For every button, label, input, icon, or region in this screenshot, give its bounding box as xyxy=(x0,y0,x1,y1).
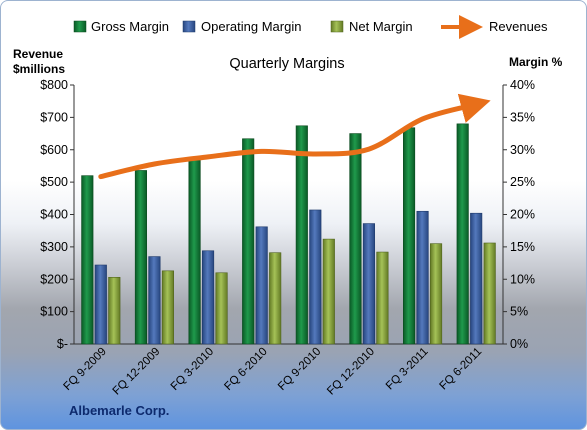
bar-net-margin xyxy=(108,277,121,345)
bar-operating-margin xyxy=(202,250,215,345)
chart-title: Quarterly Margins xyxy=(229,56,344,72)
category-label: FQ 12-2010 xyxy=(325,346,377,398)
right-tick-label: 0% xyxy=(510,337,528,351)
category-label: FQ 3-2010 xyxy=(169,346,216,393)
bar-net-margin xyxy=(483,242,496,345)
revenue-line xyxy=(98,93,491,180)
right-axis-title: Margin % xyxy=(509,55,563,69)
right-tick-label: 20% xyxy=(510,208,535,222)
right-tick-label: 35% xyxy=(510,110,535,124)
category-label: FQ 3-2011 xyxy=(384,346,431,393)
bar-operating-margin xyxy=(416,210,429,345)
bar-gross-margin xyxy=(188,159,201,345)
category-labels: FQ 9-2009 FQ 12-2009 FQ 3-2010 FQ 6-2010 FQ … xyxy=(62,346,485,398)
bars-group xyxy=(81,123,496,345)
legend-label-gross-margin: Gross Margin xyxy=(91,19,169,34)
left-tick-label: $200 xyxy=(40,272,68,286)
bar-operating-margin xyxy=(470,212,483,345)
left-axis-title-line1: Revenue xyxy=(13,47,63,61)
left-axis-ticks: $- $100 $200 $300 $400 $500 $600 $700 $800 xyxy=(40,78,74,351)
left-tick-label: $300 xyxy=(40,240,68,254)
left-tick-label: $400 xyxy=(40,208,68,222)
right-tick-label: 40% xyxy=(510,78,535,92)
bar-operating-margin xyxy=(309,209,322,345)
right-axis-ticks: 0% 5% 10% 15% 20% 25% 30% 35% 40% xyxy=(503,78,535,351)
legend-label-net-margin: Net Margin xyxy=(349,19,413,34)
bar-net-margin xyxy=(161,270,174,345)
right-tick-label: 10% xyxy=(510,272,535,286)
right-tick-label: 5% xyxy=(510,305,528,319)
category-label: FQ 9-2009 xyxy=(62,346,109,393)
bar-gross-margin xyxy=(81,175,94,345)
bar-net-margin xyxy=(322,238,335,345)
bar-operating-margin xyxy=(362,223,375,345)
bar-net-margin xyxy=(269,252,282,345)
legend-swatch-operating-margin xyxy=(182,20,196,33)
left-tick-label: $500 xyxy=(40,175,68,189)
legend-swatch-net-margin xyxy=(330,20,344,33)
bar-gross-margin xyxy=(349,133,362,345)
right-tick-label: 30% xyxy=(510,143,535,157)
bar-gross-margin xyxy=(403,127,416,345)
legend: Gross Margin Operating Margin Net Margin… xyxy=(73,15,548,39)
right-tick-label: 15% xyxy=(510,240,535,254)
bar-net-margin xyxy=(376,251,389,345)
category-label: FQ 12-2009 xyxy=(111,346,163,398)
revenue-line-group xyxy=(98,93,491,180)
company-label: Albemarle Corp. xyxy=(69,403,169,418)
left-tick-label: $600 xyxy=(40,143,68,157)
right-tick-label: 25% xyxy=(510,175,535,189)
bar-net-margin xyxy=(215,272,228,345)
bar-gross-margin xyxy=(295,125,308,345)
bar-gross-margin xyxy=(456,123,469,345)
legend-label-operating-margin: Operating Margin xyxy=(201,19,301,34)
category-label: FQ 6-2010 xyxy=(222,346,269,393)
bar-net-margin xyxy=(430,243,443,345)
legend-label-revenues: Revenues xyxy=(489,19,548,34)
bar-gross-margin xyxy=(242,138,255,345)
left-tick-label: $- xyxy=(57,337,68,351)
left-axis-title-line2: $millions xyxy=(13,62,65,76)
left-tick-label: $100 xyxy=(40,305,68,319)
category-label: FQ 6-2011 xyxy=(438,346,485,393)
bar-operating-margin xyxy=(94,264,107,345)
left-tick-label: $800 xyxy=(40,78,68,92)
bar-operating-margin xyxy=(255,226,268,345)
legend-swatch-gross-margin xyxy=(73,20,87,33)
category-label: FQ 9-2010 xyxy=(276,346,323,393)
bar-gross-margin xyxy=(134,170,147,345)
bar-operating-margin xyxy=(148,256,161,345)
left-tick-label: $700 xyxy=(40,110,68,124)
